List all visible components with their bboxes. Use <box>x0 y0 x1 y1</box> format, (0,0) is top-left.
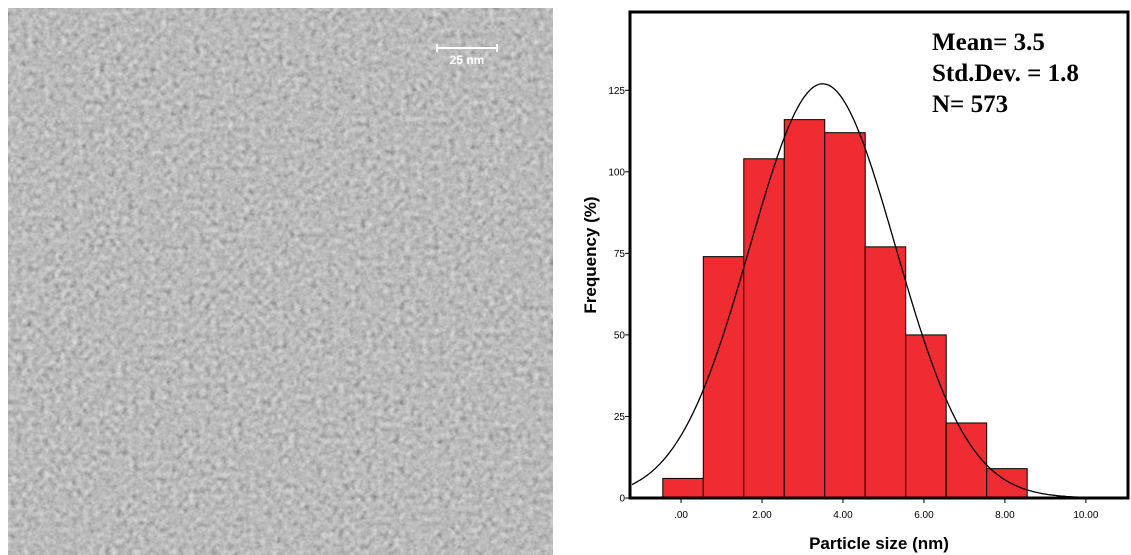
micrograph: 25 nm <box>8 8 553 555</box>
y-tick-label: 100 <box>608 167 625 178</box>
bar <box>824 132 866 499</box>
tem-texture <box>8 8 553 555</box>
stat-label: N= <box>932 91 964 118</box>
stat-label: Std.Dev. = <box>932 60 1041 87</box>
bar <box>702 256 745 499</box>
bar <box>905 334 947 499</box>
stat-value: 3.5 <box>1014 29 1045 56</box>
y-tick-label: 50 <box>614 330 626 341</box>
bar <box>945 422 988 499</box>
x-axis-label: Particle size (nm) <box>809 534 949 553</box>
x-tick-label: 10.00 <box>1073 510 1098 521</box>
stat-annotation: Mean= 3.5 <box>932 29 1045 56</box>
y-axis-label: Frequency (%) <box>581 196 600 313</box>
bar <box>783 119 826 499</box>
plot-frame <box>628 10 1130 500</box>
bar <box>986 468 1028 499</box>
bar <box>662 477 704 499</box>
y-tick-label: 25 <box>614 412 626 423</box>
normal-curve <box>632 83 1126 498</box>
stat-annotation: N= 573 <box>932 91 1008 118</box>
bar <box>743 158 785 499</box>
x-tick-label: 2.00 <box>752 510 772 521</box>
scale-bar-label: 25 nm <box>450 53 485 67</box>
x-tick-label: .00 <box>674 510 688 521</box>
x-tick-label: 8.00 <box>995 510 1015 521</box>
stat-value: 573 <box>971 91 1009 118</box>
stat-label: Mean= <box>932 29 1007 56</box>
stat-annotation: Std.Dev. = 1.8 <box>932 60 1079 87</box>
x-tick-label: 4.00 <box>833 510 853 521</box>
bar <box>864 246 907 499</box>
y-tick-label: 0 <box>619 494 625 505</box>
stat-value: 1.8 <box>1048 60 1079 87</box>
x-tick-label: 6.00 <box>914 510 934 521</box>
y-tick-label: 125 <box>608 86 625 97</box>
y-tick-label: 75 <box>614 249 626 260</box>
histogram-chart: 0 25 50 75 100 125 .00 2.00 4.00 6.00 8.00 10.00 Par… <box>581 10 1130 553</box>
